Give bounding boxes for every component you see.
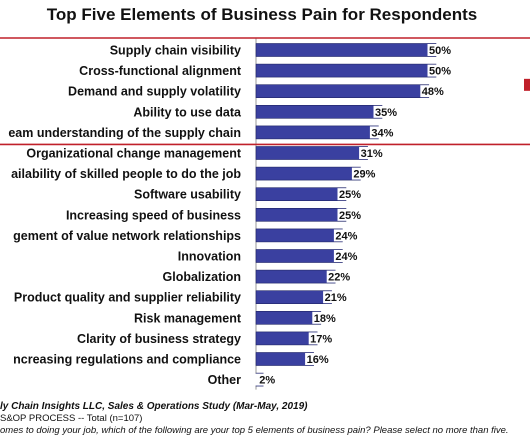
chart-title: Top Five Elements of Business Pain for R…	[47, 5, 477, 24]
value-label: 29%	[353, 169, 375, 181]
value-label-box	[420, 85, 446, 98]
value-label-box	[333, 229, 359, 242]
value-label: 2%	[259, 375, 275, 387]
value-label: 35%	[375, 107, 397, 119]
value-label: 48%	[422, 86, 444, 98]
category-label: Cross-functional alignment	[79, 64, 242, 78]
category-label: Demand and supply volatility	[68, 85, 241, 99]
value-label: 17%	[310, 333, 332, 345]
category-label: ncreasing regulations and compliance	[13, 353, 241, 367]
base-note: S&OP PROCESS -- Total (n=107)	[0, 413, 143, 424]
value-label-box	[254, 373, 280, 386]
bar	[255, 125, 379, 140]
category-label: eam understanding of the supply chain	[8, 126, 241, 140]
bar	[255, 187, 347, 201]
value-label: 16%	[307, 354, 329, 366]
value-label: 22%	[328, 272, 350, 284]
value-label-box	[308, 332, 334, 345]
value-label: 24%	[335, 230, 357, 242]
value-label-box	[427, 64, 453, 77]
value-label-box	[369, 126, 395, 139]
category-label: Organizational change management	[26, 147, 241, 161]
value-label: 34%	[371, 127, 393, 139]
value-label-box	[337, 188, 363, 201]
bar	[255, 43, 437, 57]
value-label: 50%	[429, 45, 451, 57]
value-label-box	[333, 250, 359, 262]
value-label: 25%	[339, 210, 361, 222]
category-label: Other	[208, 373, 241, 387]
value-label: 21%	[325, 292, 347, 304]
category-label: Supply chain visibility	[110, 44, 241, 58]
bar	[255, 352, 314, 366]
bar	[255, 166, 361, 181]
bar	[255, 84, 430, 98]
category-label: Risk management	[134, 311, 242, 325]
category-label: Ability to use data	[133, 105, 242, 119]
value-label-box	[337, 208, 363, 221]
source-note: ly Chain Insights LLC, Sales & Operation…	[0, 401, 308, 412]
value-label-box	[326, 270, 352, 283]
value-label: 25%	[339, 189, 361, 201]
value-label: 31%	[361, 148, 383, 160]
value-label-box	[427, 44, 453, 56]
bar	[255, 105, 383, 119]
top-five-highlight-frame	[0, 37, 530, 146]
survey-question: omes to doing your job, which of the fol…	[0, 425, 509, 436]
bar	[255, 290, 332, 305]
value-label-box	[359, 147, 385, 159]
category-label: Clarity of business strategy	[77, 332, 241, 346]
category-label: gement of value network relationships	[13, 229, 241, 243]
bar	[255, 63, 437, 78]
plot-area: Supply chain visibility 50% Cross-function…	[0, 37, 530, 390]
value-label-box	[312, 311, 338, 324]
value-label-box	[373, 105, 399, 118]
value-label-box	[323, 291, 349, 304]
bar	[255, 228, 343, 243]
bar	[255, 310, 322, 325]
category-label: Globalization	[163, 270, 241, 284]
value-label-box	[305, 353, 331, 365]
bar	[255, 331, 318, 346]
value-label: 18%	[314, 313, 336, 325]
category-label: Increasing speed of business	[66, 208, 241, 222]
bar	[255, 208, 347, 222]
category-label: Software usability	[134, 188, 241, 202]
value-label: 50%	[429, 66, 451, 78]
bar	[255, 269, 336, 284]
highlight-marker	[524, 78, 530, 91]
category-label: ailability of skilled people to do the j…	[11, 167, 241, 181]
category-label: Product quality and supplier reliability	[14, 291, 241, 305]
value-label: 24%	[335, 251, 357, 263]
value-label-box	[351, 167, 377, 180]
bar	[255, 146, 368, 160]
category-label: Innovation	[178, 250, 241, 264]
bar	[255, 249, 343, 263]
